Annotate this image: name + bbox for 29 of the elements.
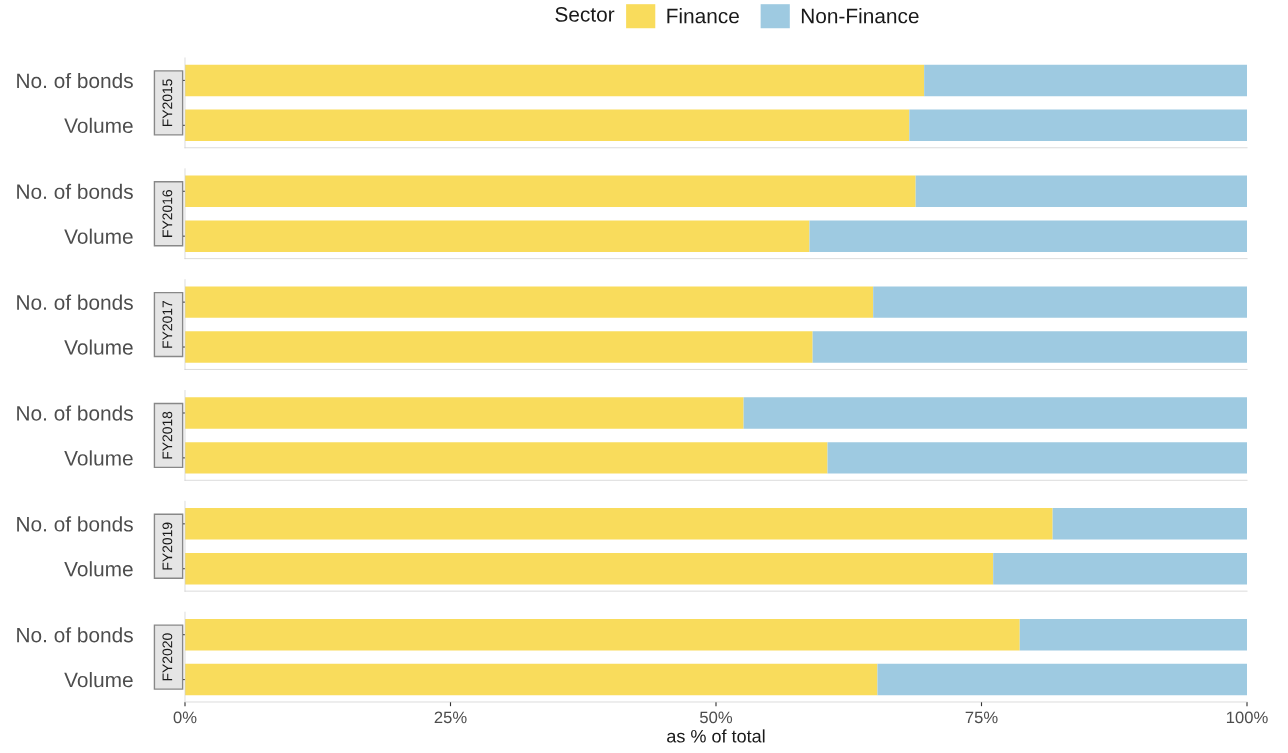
y-tick-label: No. of bonds (17, 294, 133, 310)
y-tick-label: Volume (64, 117, 133, 134)
legend-label: Non-Finance (801, 8, 919, 24)
text: FY2020 (162, 633, 173, 681)
y-tick-label: No. of bonds (17, 183, 133, 200)
y-tick-label: Volume (64, 228, 133, 244)
x-axis-title: as % of total (667, 729, 765, 743)
bar (877, 663, 1247, 696)
legend-label: Finance (667, 8, 739, 24)
y-tick-label: Volume (64, 561, 133, 577)
text: FY2017 (162, 300, 173, 348)
text: FY2015 (162, 79, 173, 127)
legend-title: Sector (555, 7, 615, 22)
bar (1019, 618, 1247, 651)
y-tick-label: No. of bonds (17, 627, 133, 643)
x-tick-label: 75% (965, 711, 998, 724)
y-tick-label: No. of bonds (17, 72, 133, 89)
x-tick-label: 100% (1226, 711, 1268, 724)
y-tick-label: Volume (64, 672, 133, 688)
y-tick-label: No. of bonds (17, 405, 133, 421)
y-tick-label: No. of bonds (17, 516, 133, 532)
text: FY2019 (162, 522, 173, 570)
y-tick-label: Volume (64, 450, 133, 466)
x-tick-label: 25% (434, 711, 467, 724)
x-tick-label: 50% (699, 711, 733, 724)
text: FY2018 (162, 411, 173, 459)
x-tick-label: 0% (173, 711, 197, 724)
y-tick-label: Volume (64, 339, 133, 355)
text: FY2016 (162, 190, 173, 237)
